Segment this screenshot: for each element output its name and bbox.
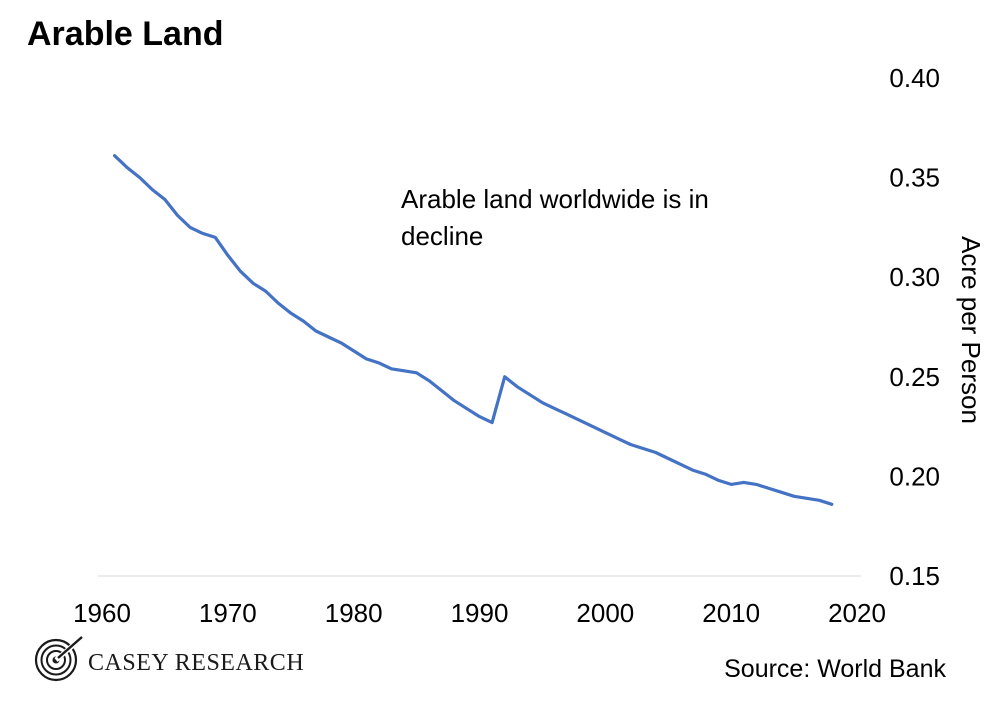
y-axis: 0.15 0.20 0.25 0.30 0.35 0.40 — [889, 63, 940, 591]
series-layer — [112, 154, 834, 506]
annotation-line-1: Arable land worldwide is in — [401, 184, 709, 214]
x-tick-label: 1980 — [325, 598, 383, 628]
x-tick-label: 1970 — [199, 598, 257, 628]
chart-title: Arable Land — [27, 15, 223, 53]
y-tick-label: 0.30 — [889, 262, 940, 292]
y-tick-label: 0.25 — [889, 362, 940, 392]
y-tick-label: 0.20 — [889, 461, 940, 491]
x-tick-label: 2010 — [702, 598, 760, 628]
spiral-logo-icon — [34, 634, 86, 682]
annotation-line-2: decline — [401, 221, 483, 251]
y-tick-label: 0.35 — [889, 163, 940, 193]
y-tick-label: 0.40 — [889, 63, 940, 93]
series-line — [112, 154, 834, 506]
x-tick-label: 1960 — [73, 598, 131, 628]
y-tick-label: 0.15 — [889, 561, 940, 591]
x-tick-label: 2000 — [576, 598, 634, 628]
casey-research-logo: CASEY RESEARCH — [34, 634, 304, 682]
x-tick-label: 2020 — [828, 598, 886, 628]
x-axis: 1960 1970 1980 1990 2000 2010 2020 — [73, 598, 886, 628]
source-note: Source: World Bank — [724, 655, 946, 683]
x-tick-label: 1990 — [451, 598, 509, 628]
y-axis-title: Acre per Person — [956, 236, 986, 424]
logo-wordmark: CASEY RESEARCH — [88, 650, 304, 676]
